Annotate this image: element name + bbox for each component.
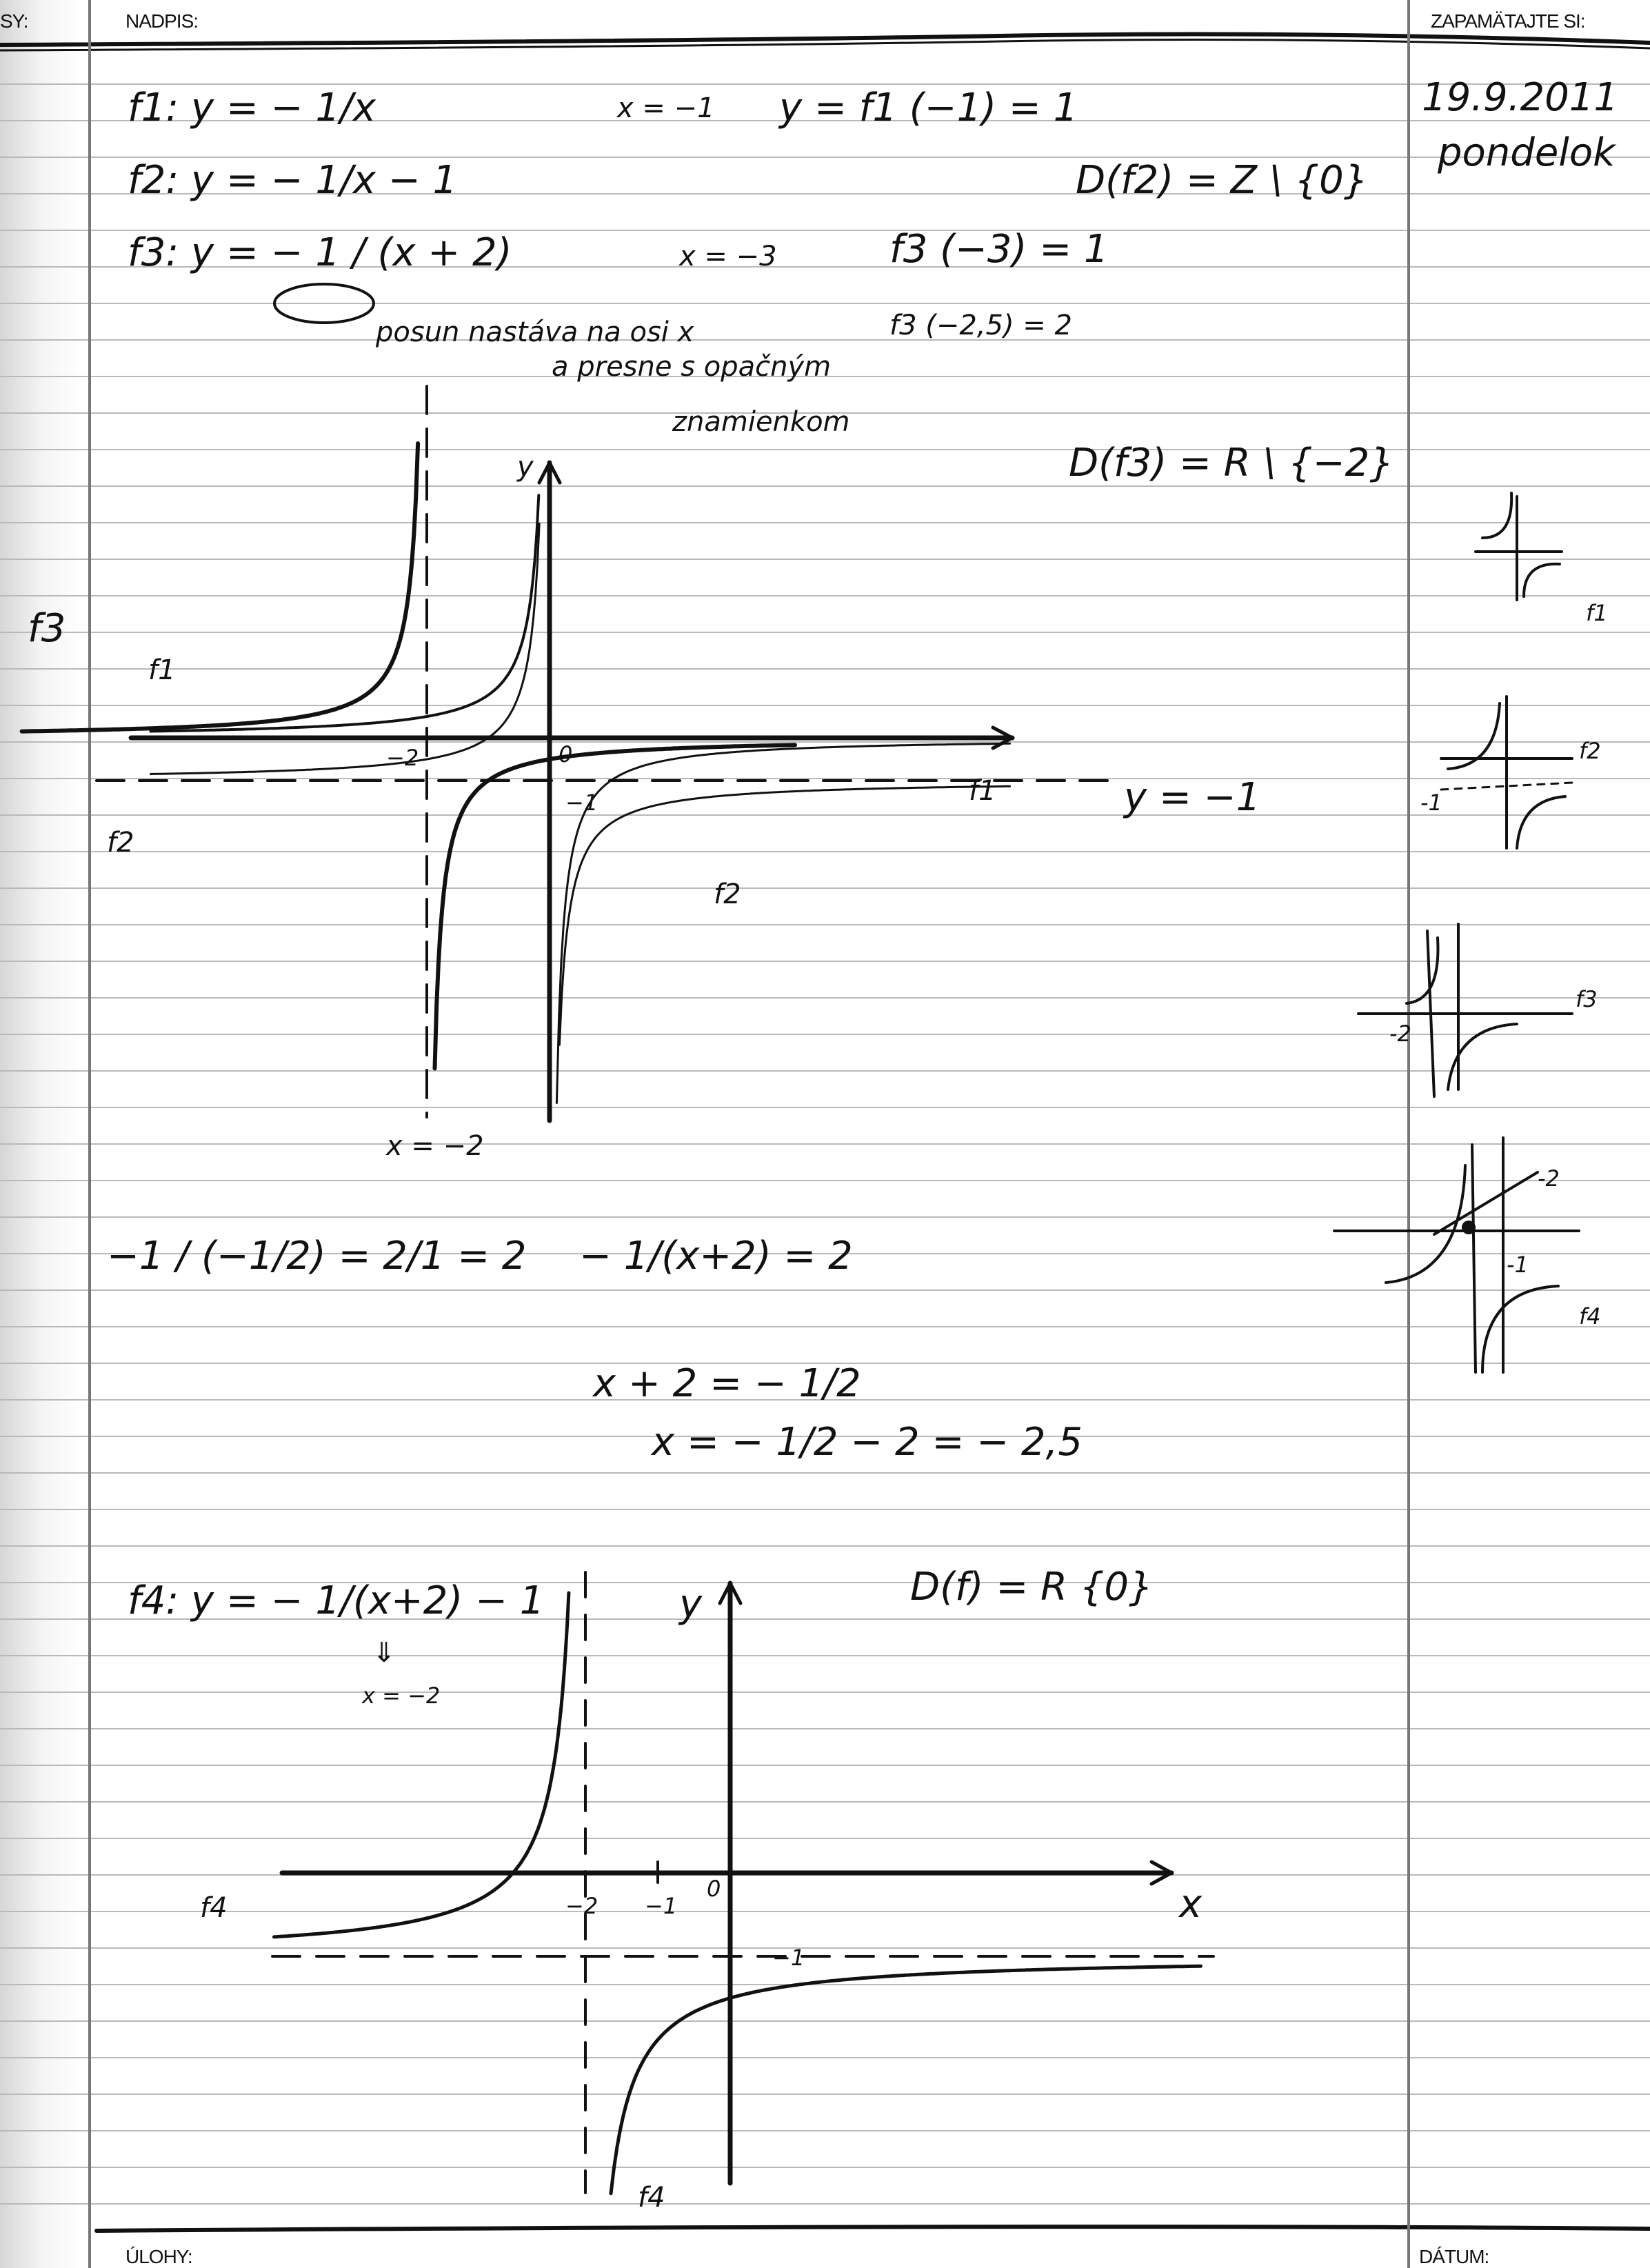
sketch-f2: f2 -1 [1420, 695, 1601, 850]
margin-sketches: f1 f2 -1 f3 -2 -2 -1 f4 [1333, 492, 1608, 1374]
svg-text:-2: -2 [1538, 1165, 1560, 1192]
shift-note-2: a presne s opačným [552, 351, 831, 383]
footer-date-label: DÁTUM: [1419, 2246, 1489, 2267]
f4-x-equals: x = −2 [361, 1683, 440, 1709]
header-rule [0, 32, 1650, 47]
curve-f4-left [272, 1591, 571, 1939]
curve-f3-right [432, 743, 797, 1071]
graph2-y-label: y [678, 1582, 703, 1627]
graph2-x-label: x [1178, 1882, 1203, 1927]
label-f1-right: f1 [969, 775, 996, 807]
footer-tasks-label: ÚLOHY: [125, 2246, 192, 2267]
graph1-asymptote-h-label: y = −1 [1123, 775, 1260, 820]
label-f3: f3 [28, 606, 66, 651]
header-title-label: NADPIS: [125, 10, 198, 32]
curve-f2-right [558, 785, 1011, 1046]
svg-text:-2: -2 [1389, 1021, 1411, 1047]
implies-arrow: ⇓ [372, 1637, 396, 1669]
margin-day: pondelok [1437, 130, 1617, 175]
shift-note-3: znamienkom [672, 406, 850, 438]
x-axis-arrow [1149, 1860, 1174, 1886]
sketch-f1: f1 [1474, 492, 1608, 626]
shift-note-1: posun nastáva na osi x [375, 317, 694, 348]
circled-x-plus-2 [273, 283, 375, 324]
sketch-f4: -2 -1 f4 [1333, 1136, 1601, 1374]
header-left-label: SY: [0, 10, 28, 32]
graph2-tick-minus1: −1 [645, 1893, 677, 1919]
graph2-tick-minus2: −2 [565, 1893, 598, 1919]
calc-line-3: x + 2 = − 1/2 [592, 1361, 861, 1406]
label-f2-right: f2 [714, 879, 741, 910]
svg-text:-1: -1 [1507, 1252, 1529, 1278]
graph-2: y x 0 −2 −1 −1 f4 f4 [200, 1571, 1215, 2214]
f3-value-2: f3 (−2,5) = 2 [889, 310, 1072, 341]
label-f1-left: f1 [148, 654, 176, 686]
f1-definition: f1: y = − 1/x [128, 86, 376, 130]
label-f2-left: f2 [107, 827, 134, 859]
graph2-tick-y-minus1: −1 [772, 1945, 805, 1971]
f3-value-1: f3 (−3) = 1 [889, 227, 1109, 272]
domain-f3: D(f3) = R \ {−2} [1069, 441, 1394, 485]
curve-f1-left [149, 494, 541, 733]
y-axis-arrow [718, 1581, 743, 1605]
y-axis-arrow [537, 461, 562, 485]
curve-f3-left [19, 441, 421, 734]
svg-text:f4: f4 [1579, 1303, 1601, 1329]
domain-f2: D(f2) = Z \ {0} [1076, 158, 1368, 203]
curve-f4-right [609, 1964, 1203, 2196]
margin-date: 19.9.2011 [1422, 75, 1618, 120]
label-f4-left: f4 [200, 1892, 228, 1924]
graph1-y-label: y [516, 451, 534, 483]
graph1-tick-minus1: −1 [565, 790, 598, 816]
svg-text:f1: f1 [1586, 600, 1608, 626]
x-equals-minus1: x = −1 [616, 92, 715, 124]
x-equals-minus3: x = −3 [678, 241, 777, 272]
curve-f2-left [150, 523, 541, 775]
calc-line-1: −1 / (−1/2) = 2/1 = 2 [107, 1234, 527, 1278]
curve-f1-right [555, 742, 1011, 1104]
x-axis-arrow [991, 725, 1014, 750]
sketch-f3: f3 -2 [1357, 923, 1598, 1098]
f1-value: y = f1 (−1) = 1 [778, 86, 1078, 130]
svg-text:-1: -1 [1420, 790, 1442, 816]
domain-f4: D(f) = R {0} [910, 1565, 1154, 1609]
label-f4-bottom: f4 [638, 2182, 665, 2214]
f2-definition: f2: y = − 1/x − 1 [128, 158, 457, 203]
f4-definition: f4: y = − 1/(x+2) − 1 [128, 1578, 544, 1623]
graph1-tick-minus2: −2 [386, 745, 419, 771]
calc-line-4: x = − 1/2 − 2 = − 2,5 [650, 1420, 1083, 1465]
graph1-origin: 0 [559, 741, 572, 767]
svg-text:f3: f3 [1576, 986, 1598, 1012]
calc-line-2: − 1/(x+2) = 2 [579, 1234, 853, 1278]
footer-rule [94, 2225, 1650, 2233]
graph2-origin: 0 [707, 1876, 721, 1902]
header-remember-label: ZAPAMÄTAJTE SI: [1431, 10, 1585, 32]
svg-text:f2: f2 [1579, 738, 1601, 764]
f3-definition: f3: y = − 1 / (x + 2) [128, 230, 512, 275]
graph-1: y 0 −2 −1 y = −1 x = −2 f3 f1 f2 f1 f2 [19, 385, 1260, 1162]
graph1-asymptote-v-label: x = −2 [385, 1130, 484, 1162]
